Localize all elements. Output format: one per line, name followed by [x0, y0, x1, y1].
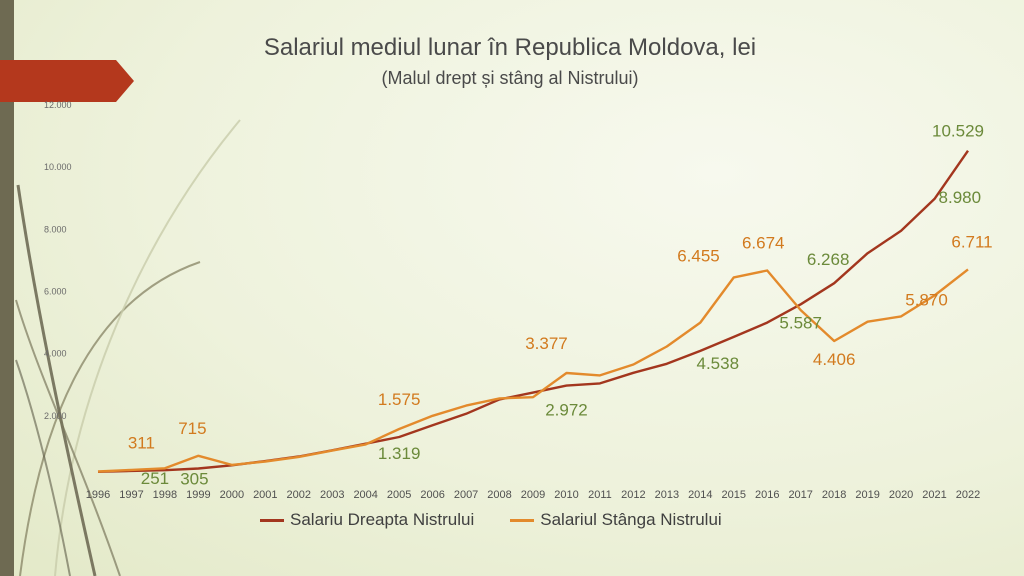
decorative-swirls	[15, 119, 241, 576]
legend-label-dreapta: Salariu Dreapta Nistrului	[290, 510, 475, 529]
y-tick-label: 2.000	[44, 411, 67, 421]
title-arrow-banner	[0, 60, 134, 102]
x-tick-label: 2002	[287, 489, 311, 501]
x-tick-label: 2016	[755, 489, 779, 501]
data-label: 311	[128, 433, 155, 452]
data-label: 3.377	[525, 334, 568, 353]
legend-swatch-dreapta	[260, 518, 284, 522]
x-tick-label: 2003	[320, 489, 344, 501]
data-label: 6.268	[807, 250, 850, 269]
x-tick-label: 2012	[621, 489, 645, 501]
data-label: 5.587	[779, 313, 822, 332]
y-tick-label: 4.000	[44, 349, 67, 359]
chart-subtitle: (Malul drept și stâng al Nistrului)	[381, 68, 639, 88]
x-tick-label: 1999	[186, 489, 210, 501]
x-tick-label: 2007	[454, 489, 478, 501]
x-tick-label: 2022	[956, 489, 980, 501]
series-line-0	[97, 150, 969, 473]
x-tick-label: 2013	[655, 489, 679, 501]
legend-item-dreapta: Salariu Dreapta Nistrului	[260, 510, 474, 530]
data-label: 251	[141, 469, 169, 488]
y-tick-label: 12.000	[44, 100, 72, 110]
x-tick-label: 2010	[554, 489, 578, 501]
x-tick-label: 1996	[86, 489, 110, 501]
data-label: 305	[180, 470, 208, 489]
x-tick-label: 2015	[722, 489, 746, 501]
chart-legend: Salariu Dreapta Nistrului Salariul Stâng…	[260, 510, 820, 530]
data-label: 2.972	[545, 401, 588, 420]
x-tick-label: 2008	[487, 489, 511, 501]
y-tick-label: 6.000	[44, 287, 67, 297]
x-tick-label: 2004	[353, 489, 377, 501]
x-tick-label: 2021	[922, 489, 946, 501]
data-label: 1.575	[378, 390, 421, 409]
x-tick-label: 2017	[788, 489, 812, 501]
x-tick-label: 2005	[387, 489, 411, 501]
x-tick-label: 2000	[220, 489, 244, 501]
data-label: 5.870	[905, 291, 948, 310]
x-tick-label: 2018	[822, 489, 846, 501]
data-label: 10.529	[932, 122, 984, 141]
data-label: 4.406	[813, 350, 856, 369]
x-tick-label: 2019	[855, 489, 879, 501]
x-tick-label: 2014	[688, 489, 712, 501]
x-tick-label: 1997	[119, 489, 143, 501]
x-tick-label: 2020	[889, 489, 913, 501]
data-label: 6.711	[951, 232, 992, 251]
y-tick-label: 10.000	[44, 162, 72, 172]
data-label: 4.538	[696, 354, 739, 373]
legend-item-stanga: Salariul Stânga Nistrului	[510, 510, 722, 530]
data-label: 6.455	[677, 246, 720, 265]
data-label: 8.980	[939, 188, 982, 207]
x-tick-label: 1998	[153, 489, 177, 501]
chart-title: Salariul mediul lunar în Republica Moldo…	[263, 34, 757, 61]
series-line-1	[97, 268, 969, 473]
left-accent-bar	[0, 0, 14, 576]
data-label: 715	[178, 419, 206, 438]
x-tick-label: 2001	[253, 489, 277, 501]
data-label: 1.319	[378, 444, 421, 463]
data-label: 6.674	[742, 234, 785, 253]
x-tick-label: 2009	[521, 489, 545, 501]
legend-swatch-stanga	[510, 518, 535, 522]
legend-label-stanga: Salariul Stânga Nistrului	[540, 510, 722, 529]
x-tick-label: 2006	[420, 489, 444, 501]
y-tick-label: 8.000	[44, 224, 67, 234]
x-tick-label: 2011	[588, 489, 612, 501]
